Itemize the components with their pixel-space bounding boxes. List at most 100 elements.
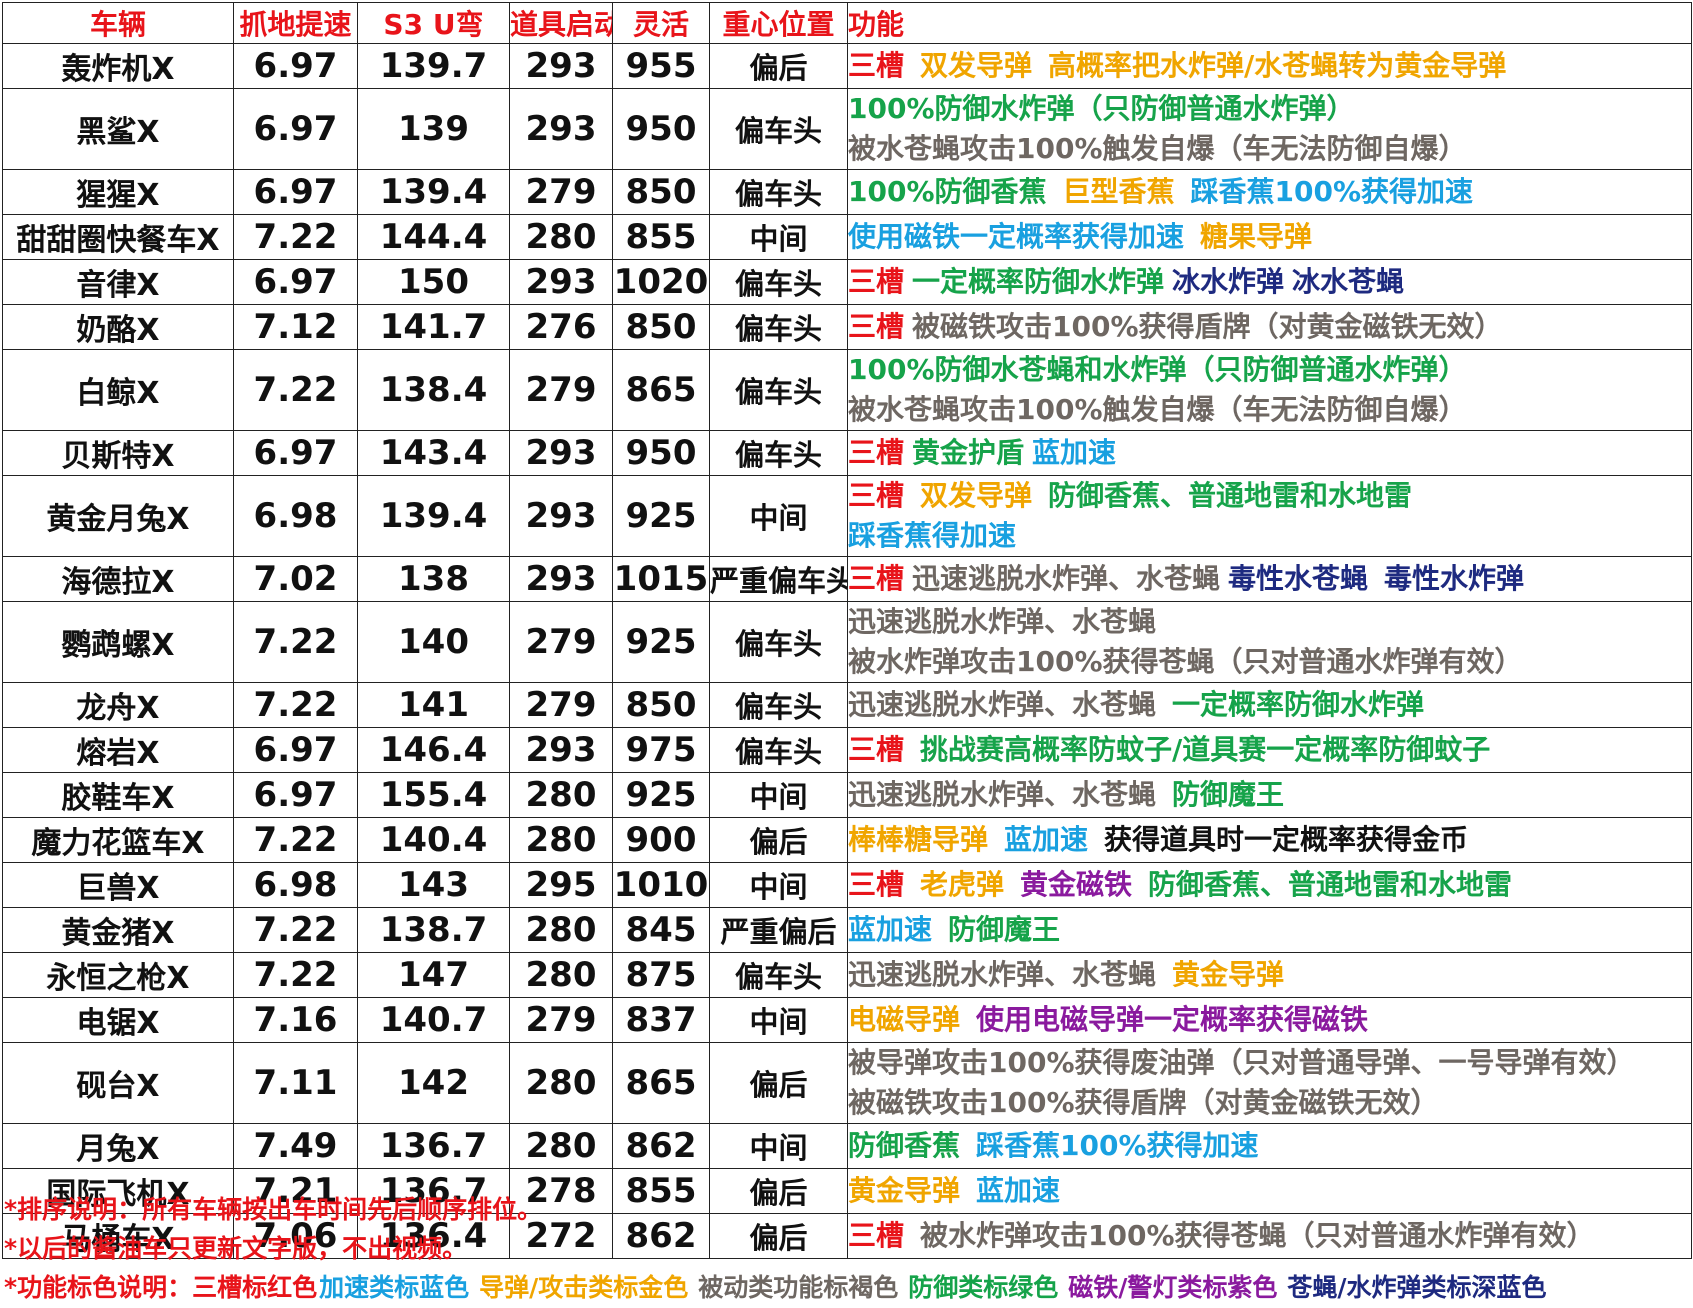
- header-features: 功能: [847, 2, 1692, 44]
- u-turn-cell: 139.4: [357, 475, 510, 557]
- u-turn-cell: 141.7: [357, 304, 510, 350]
- agility-cell: 865: [612, 349, 710, 431]
- table-row: 胶鞋车X 6.97 155.4 280 925 中间 迅速逃脱水炸弹、水苍蝇 防御魔王: [2, 772, 1692, 818]
- feature-tag: 双发导弹: [920, 479, 1033, 512]
- feature-tag: 黄金护盾: [912, 436, 1025, 469]
- grip-cell: 7.22: [233, 952, 358, 998]
- agility-cell: 975: [612, 727, 710, 773]
- feature-tag: 防御魔王: [1172, 778, 1285, 811]
- table-row: 魔力花篮车X 7.22 140.4 280 900 偏后 棒棒糖导弹 蓝加速 获得道具时一定概率…: [2, 817, 1692, 863]
- agility-cell: 855: [612, 214, 710, 260]
- item-start-cell: 276: [509, 304, 613, 350]
- legend-item: 导弹/攻击类标金色: [479, 1273, 689, 1302]
- feature-line: 被导弹攻击100%获得废油弹（只对普通导弹、一号导弹有效）: [849, 1044, 1691, 1084]
- table-row: 甜甜圈快餐车X 7.22 144.4 280 855 中间 使用磁铁一定概率获得加速 糖果导弹: [2, 214, 1692, 260]
- features-cell: 三槽 双发导弹 防御香蕉、普通地雷和水地雷 踩香蕉得加速: [847, 475, 1692, 557]
- center-of-gravity-cell: 中间: [709, 475, 848, 557]
- feature-tag: 冰水炸弹: [1172, 265, 1285, 298]
- u-turn-cell: 139.7: [357, 43, 510, 89]
- grip-cell: 7.22: [233, 349, 358, 431]
- item-start-cell: 280: [509, 952, 613, 998]
- notes-section: *排序说明：所有车辆按出车时间先后顺序排位。 *以后的酱油车只更新文字版，不出视…: [4, 1190, 1684, 1307]
- feature-line: 三槽 老虎弹 黄金磁铁 防御香蕉、普通地雷和水地雷: [849, 865, 1691, 905]
- item-start-cell: 293: [509, 727, 613, 773]
- feature-tag: 使用磁铁一定概率获得加速: [848, 220, 1185, 253]
- feature-tag: 被磁铁攻击100%获得盾牌（对黄金磁铁无效）: [848, 1086, 1439, 1119]
- feature-tag: 三槽: [848, 1219, 905, 1252]
- feature-tag: 一定概率防御水炸弹: [1172, 688, 1425, 721]
- features-cell: 三槽 双发导弹 高概率把水炸弹/水苍蝇转为黄金导弹: [847, 43, 1692, 89]
- table-row: 马桶车X 7.06 136.4 272 862 偏后 三槽 被水炸弹攻击100%获得苍蝇（只对…: [2, 1213, 1692, 1259]
- vehicle-name-cell: 贝斯特X: [2, 430, 234, 476]
- feature-tag: 迅速逃脱水炸弹、水苍蝇: [848, 778, 1157, 811]
- item-start-cell: 272: [509, 1213, 613, 1259]
- center-of-gravity-cell: 偏车头: [709, 304, 848, 350]
- grip-cell: 7.22: [233, 907, 358, 953]
- feature-tag: 挑战赛高概率防蚊子/道具赛一定概率防御蚊子: [920, 733, 1491, 766]
- agility-cell: 950: [612, 88, 710, 170]
- header-item-start: 道具启动: [509, 2, 613, 44]
- vehicle-name-cell: 海德拉X: [2, 556, 234, 602]
- feature-line: 被水苍蝇攻击100%触发自爆（车无法防御自爆）: [848, 390, 1691, 430]
- legend-item: 磁铁/警灯类标紫色: [1068, 1273, 1278, 1302]
- feature-tag: 100%防御水苍蝇和水炸弹（只防御普通水炸弹）: [848, 353, 1467, 386]
- item-start-cell: 293: [509, 88, 613, 170]
- item-start-cell: 279: [509, 169, 613, 215]
- feature-tag: 黄金磁铁: [1020, 868, 1133, 901]
- u-turn-cell: 143.4: [357, 430, 510, 476]
- grip-cell: 7.22: [233, 682, 358, 728]
- legend-item: 被动类功能标褐色: [698, 1273, 899, 1302]
- feature-tag: 巨型香蕉: [1062, 175, 1175, 208]
- item-start-cell: 295: [509, 862, 613, 908]
- grip-cell: 6.98: [233, 862, 358, 908]
- feature-line: 三槽 挑战赛高概率防蚊子/道具赛一定概率防御蚊子: [849, 730, 1691, 770]
- feature-tag: 三槽: [848, 310, 905, 343]
- feature-line: 三槽 被磁铁攻击100%获得盾牌（对黄金磁铁无效）: [848, 307, 1691, 347]
- item-start-cell: 293: [509, 556, 613, 602]
- feature-tag: 三槽: [848, 436, 905, 469]
- u-turn-cell: 150: [357, 259, 510, 305]
- features-cell: 三槽 一定概率防御水炸弹 冰水炸弹 冰水苍蝇: [847, 259, 1692, 305]
- table-row: 白鲸X 7.22 138.4 279 865 偏车头 100%防御水苍蝇和水炸弹（只防御普通…: [2, 349, 1692, 431]
- features-cell: 被导弹攻击100%获得废油弹（只对普通导弹、一号导弹有效） 被磁铁攻击100%获得…: [847, 1042, 1692, 1124]
- feature-tag: 蓝加速: [1004, 823, 1089, 856]
- vehicle-name-cell: 胶鞋车X: [2, 772, 234, 818]
- features-cell: 迅速逃脱水炸弹、水苍蝇 一定概率防御水炸弹: [847, 682, 1692, 728]
- vehicle-name-cell: 龙舟X: [2, 682, 234, 728]
- note-sort: *排序说明：所有车辆按出车时间先后顺序排位。: [4, 1195, 543, 1224]
- center-of-gravity-cell: 严重偏车头: [709, 556, 848, 602]
- grip-cell: 6.97: [233, 88, 358, 170]
- feature-tag: 被水苍蝇攻击100%触发自爆（车无法防御自爆）: [848, 393, 1467, 426]
- feature-tag: 迅速逃脱水炸弹、水苍蝇: [848, 688, 1157, 721]
- u-turn-cell: 140.7: [357, 997, 510, 1043]
- grip-cell: 6.98: [233, 475, 358, 557]
- feature-tag: 蓝加速: [848, 913, 933, 946]
- center-of-gravity-cell: 偏车头: [709, 682, 848, 728]
- note-update: *以后的酱油车只更新文字版，不出视频。: [4, 1234, 468, 1263]
- feature-line: 100%防御香蕉 巨型香蕉 踩香蕉100%获得加速: [849, 172, 1691, 212]
- features-cell: 蓝加速 防御魔王: [847, 907, 1692, 953]
- grip-cell: 6.97: [233, 43, 358, 89]
- vehicle-name-cell: 砚台X: [2, 1042, 234, 1124]
- agility-cell: 925: [612, 772, 710, 818]
- item-start-cell: 280: [509, 907, 613, 953]
- feature-line: 100%防御水苍蝇和水炸弹（只防御普通水炸弹）: [848, 351, 1691, 391]
- table-row: 砚台X 7.11 142 280 865 偏后 被导弹攻击100%获得废油弹（只对普通导弹、…: [2, 1042, 1692, 1124]
- table-row: 猩猩X 6.97 139.4 279 850 偏车头 100%防御香蕉 巨型香蕉 踩香蕉100%…: [2, 169, 1692, 215]
- item-start-cell: 293: [509, 475, 613, 557]
- agility-cell: 850: [612, 682, 710, 728]
- agility-cell: 950: [612, 430, 710, 476]
- car-stats-table: 车辆 抓地提速 S3 U弯 道具启动 灵活 重心位置 功能 轰炸机X 6.97 13…: [2, 2, 1692, 1259]
- table-row: 月兔X 7.49 136.7 280 862 中间 防御香蕉 踩香蕉100%获得加速: [2, 1123, 1692, 1169]
- header-row: 车辆 抓地提速 S3 U弯 道具启动 灵活 重心位置 功能: [2, 2, 1692, 44]
- feature-tag: 防御香蕉: [848, 1129, 961, 1162]
- table-row: 黄金猪X 7.22 138.7 280 845 严重偏后 蓝加速 防御魔王: [2, 907, 1692, 953]
- vehicle-name-cell: 音律X: [2, 259, 234, 305]
- vehicle-name-cell: 黄金猪X: [2, 907, 234, 953]
- feature-line: 防御香蕉 踩香蕉100%获得加速: [848, 1126, 1691, 1166]
- feature-line: 被水炸弹攻击100%获得苍蝇（只对普通水炸弹有效）: [849, 642, 1691, 682]
- grip-cell: 7.22: [233, 214, 358, 260]
- features-cell: 100%防御香蕉 巨型香蕉 踩香蕉100%获得加速: [847, 169, 1692, 215]
- grip-cell: 6.97: [233, 772, 358, 818]
- grip-cell: 7.06: [233, 1213, 358, 1259]
